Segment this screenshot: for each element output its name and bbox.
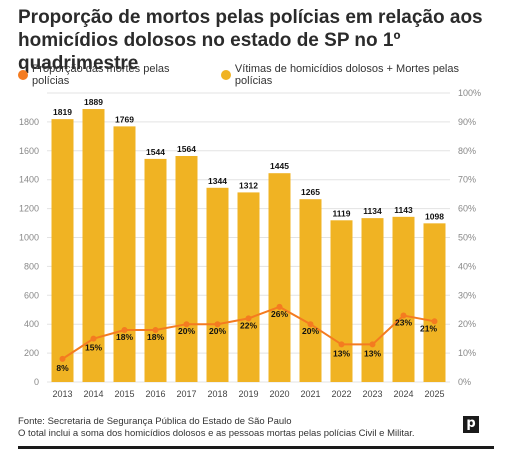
bar-value-label: 1564 bbox=[177, 144, 196, 154]
bar-value-label: 1143 bbox=[394, 205, 413, 215]
y-right-tick-label: 10% bbox=[458, 348, 476, 358]
legend: Proporção das mortes pelas polícias Víti… bbox=[18, 63, 510, 87]
y-right-tick-label: 90% bbox=[458, 117, 476, 127]
x-tick-label: 2016 bbox=[145, 389, 165, 399]
line-point bbox=[59, 355, 66, 362]
bar-value-label: 1445 bbox=[270, 161, 289, 171]
bar bbox=[175, 156, 198, 382]
line-point bbox=[431, 318, 438, 325]
y-right-tick-label: 50% bbox=[458, 233, 476, 243]
x-tick-label: 2014 bbox=[83, 389, 103, 399]
y-left-tick-label: 400 bbox=[24, 319, 39, 329]
legend-label-proportion: Proporção das mortes pelas polícias bbox=[31, 63, 170, 87]
bar-value-label: 1544 bbox=[146, 147, 165, 157]
line-point bbox=[214, 321, 221, 328]
bar-value-label: 1769 bbox=[115, 114, 134, 124]
chart-title: Proporção de mortos pelas polícias em re… bbox=[18, 7, 483, 74]
line-value-label: 18% bbox=[116, 332, 133, 342]
line-point bbox=[338, 341, 345, 348]
legend-swatch-line bbox=[18, 70, 28, 80]
x-tick-label: 2023 bbox=[362, 389, 382, 399]
bar bbox=[237, 192, 260, 382]
y-right-tick-label: 100% bbox=[458, 88, 481, 98]
footer: Fonte: Secretaria de Segurança Pública d… bbox=[18, 416, 415, 440]
y-right-tick-label: 70% bbox=[458, 175, 476, 185]
line-value-label: 20% bbox=[302, 326, 319, 336]
bar bbox=[51, 119, 74, 383]
bar bbox=[299, 199, 322, 382]
line-value-label: 8% bbox=[56, 363, 69, 373]
line-point bbox=[121, 326, 128, 333]
line-value-label: 13% bbox=[333, 348, 350, 358]
y-left-tick-label: 0 bbox=[34, 377, 39, 387]
line-value-label: 18% bbox=[147, 332, 164, 342]
y-left-tick-label: 1000 bbox=[19, 233, 39, 243]
y-right-tick-label: 20% bbox=[458, 319, 476, 329]
x-tick-label: 2024 bbox=[393, 389, 413, 399]
bar-value-label: 1119 bbox=[333, 208, 351, 218]
bar bbox=[268, 173, 291, 382]
total-note: O total inclui a soma dos homicídios dol… bbox=[18, 428, 415, 439]
line-value-label: 15% bbox=[85, 343, 102, 353]
line-value-label: 13% bbox=[364, 348, 381, 358]
publisher-logo: p bbox=[463, 416, 479, 433]
bar-value-label: 1819 bbox=[53, 107, 72, 117]
y-left-tick-label: 1200 bbox=[19, 204, 39, 214]
bar-value-label: 1312 bbox=[239, 180, 258, 190]
x-tick-label: 2015 bbox=[114, 389, 134, 399]
y-left-tick-label: 1800 bbox=[19, 117, 39, 127]
bar-value-label: 1098 bbox=[425, 211, 444, 221]
bar bbox=[361, 218, 384, 382]
line-value-label: 23% bbox=[395, 318, 412, 328]
y-left-tick-label: 600 bbox=[24, 290, 39, 300]
y-right-tick-label: 0% bbox=[458, 377, 471, 387]
bar bbox=[423, 223, 446, 382]
legend-item-proportion: Proporção das mortes pelas polícias bbox=[18, 63, 209, 87]
x-tick-label: 2025 bbox=[424, 389, 444, 399]
x-tick-label: 2022 bbox=[331, 389, 351, 399]
y-right-tick-label: 80% bbox=[458, 146, 476, 156]
line-point bbox=[152, 326, 159, 333]
y-right-tick-label: 60% bbox=[458, 204, 476, 214]
bar-value-label: 1344 bbox=[208, 176, 227, 186]
x-tick-label: 2013 bbox=[52, 389, 72, 399]
source-note: Fonte: Secretaria de Segurança Pública d… bbox=[18, 416, 292, 427]
bar bbox=[113, 126, 136, 382]
x-tick-label: 2019 bbox=[238, 389, 258, 399]
line-value-label: 26% bbox=[271, 309, 288, 319]
x-tick-label: 2021 bbox=[300, 389, 320, 399]
x-tick-label: 2020 bbox=[269, 389, 289, 399]
bar bbox=[144, 158, 167, 382]
y-left-tick-label: 1600 bbox=[19, 146, 39, 156]
bar bbox=[392, 216, 415, 382]
bar-value-label: 1889 bbox=[84, 97, 103, 107]
line-point bbox=[90, 335, 97, 342]
line-point bbox=[183, 321, 190, 328]
line-value-label: 21% bbox=[420, 323, 437, 333]
line-value-label: 20% bbox=[209, 326, 226, 336]
x-tick-label: 2017 bbox=[176, 389, 196, 399]
legend-item-victims: Vítimas de homicídios dolosos + Mortes p… bbox=[220, 63, 498, 87]
line-value-label: 22% bbox=[240, 320, 257, 330]
legend-label-victims: Vítimas de homicídios dolosos + Mortes p… bbox=[234, 63, 459, 87]
combo-chart: 0% 10% 20% 30% 40% 50% 60% 70% 80% 90% 100% 0 200 400… bbox=[19, 88, 481, 399]
bar bbox=[82, 109, 105, 383]
y-left-tick-label: 1400 bbox=[19, 175, 39, 185]
bar-value-label: 1134 bbox=[363, 206, 382, 216]
bar-value-label: 1265 bbox=[301, 187, 320, 197]
y-left-tick-label: 200 bbox=[24, 348, 39, 358]
bar bbox=[206, 187, 229, 382]
x-tick-label: 2018 bbox=[207, 389, 227, 399]
line-point bbox=[307, 321, 314, 328]
line-point bbox=[369, 341, 376, 348]
line-point bbox=[400, 312, 407, 319]
bottom-rule bbox=[18, 446, 494, 449]
line-value-label: 20% bbox=[178, 326, 195, 336]
line-point bbox=[276, 303, 283, 310]
y-right-tick-label: 30% bbox=[458, 290, 476, 300]
y-right-tick-label: 40% bbox=[458, 261, 476, 271]
legend-swatch-bar bbox=[220, 70, 231, 80]
y-left-tick-label: 800 bbox=[24, 261, 39, 271]
line-point bbox=[245, 315, 252, 322]
